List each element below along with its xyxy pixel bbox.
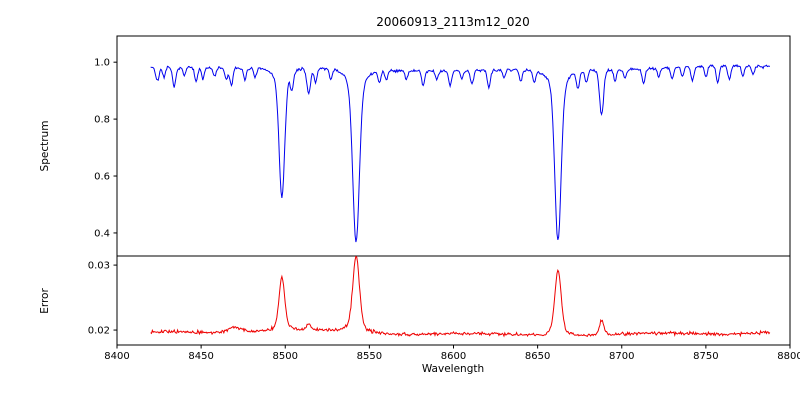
y-tick-label: 0.02: [88, 326, 110, 337]
axes-layer: [116, 35, 791, 346]
series-layer: [150, 63, 771, 338]
x-tick-label: 8500: [273, 351, 298, 362]
x-tick-label: 8550: [357, 351, 382, 362]
x-tick-label: 8400: [104, 351, 129, 362]
chart-title: 20060913_2113m12_020: [376, 15, 529, 29]
x-tick-label: 8600: [441, 351, 466, 362]
ticks-layer: 8400 8450 8500 8550 8600 8650 8700 8750 8800 1.0 0…: [88, 58, 800, 362]
error-trace: [150, 256, 771, 338]
y-tick-label: 0.6: [94, 172, 110, 183]
x-tick-label: 8700: [609, 351, 634, 362]
x-tick-label: 8650: [525, 351, 550, 362]
x-tick-label: 8750: [693, 351, 718, 362]
x-tick-label: 8800: [777, 351, 800, 362]
x-tick-label: 8450: [188, 351, 213, 362]
y-axis-label-spectrum: Spectrum: [39, 121, 51, 172]
y-tick-label: 0.4: [94, 228, 110, 239]
x-axis-label: Wavelength: [422, 363, 484, 375]
y-tick-label: 0.03: [88, 261, 110, 272]
spectrum-trace: [150, 63, 771, 243]
y-tick-label: 0.8: [94, 115, 110, 126]
y-axis-label-error: Error: [39, 288, 51, 314]
y-tick-label: 1.0: [94, 58, 110, 69]
